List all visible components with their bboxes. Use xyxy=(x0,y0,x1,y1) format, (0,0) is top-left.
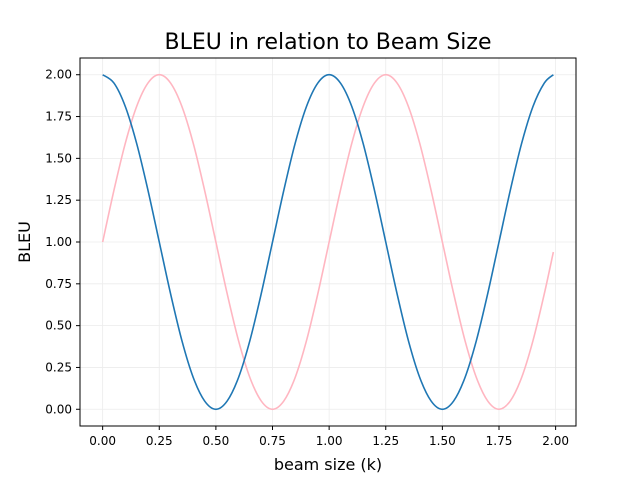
y-axis: 0.00 0.25 0.50 0.75 1.00 1.25 1.50 1.75 2.00 xyxy=(45,68,80,416)
x-tick-label: 1.00 xyxy=(316,434,343,448)
y-tick-label: 0.00 xyxy=(45,402,72,416)
y-tick-label: 1.50 xyxy=(45,151,72,165)
y-tick-label: 1.00 xyxy=(45,235,72,249)
y-tick-label: 0.75 xyxy=(45,277,72,291)
series-layer xyxy=(101,73,555,411)
y-tick-label: 0.50 xyxy=(45,319,72,333)
y-tick-label: 1.75 xyxy=(45,110,72,124)
y-axis-label: BLEU xyxy=(15,221,34,263)
x-tick-label: 2.00 xyxy=(542,434,569,448)
y-tick-label: 1.25 xyxy=(45,193,72,207)
x-axis-label: beam size (k) xyxy=(274,455,382,474)
x-tick-label: 0.50 xyxy=(203,434,230,448)
x-tick-label: 1.25 xyxy=(372,434,399,448)
grid xyxy=(80,58,576,426)
x-tick-label: 1.50 xyxy=(429,434,456,448)
x-tick-label: 0.00 xyxy=(89,434,116,448)
y-tick-label: 2.00 xyxy=(45,68,72,82)
chart-title: BLEU in relation to Beam Size xyxy=(165,30,492,55)
x-axis: 0.00 0.25 0.50 0.75 1.00 1.25 1.50 1.75 2.00 xyxy=(89,426,569,448)
series-line-1 xyxy=(101,73,555,411)
y-tick-label: 0.25 xyxy=(45,360,72,374)
x-tick-label: 1.75 xyxy=(486,434,513,448)
x-tick-label: 0.25 xyxy=(146,434,173,448)
x-tick-label: 0.75 xyxy=(259,434,286,448)
series-line-2 xyxy=(102,73,554,411)
